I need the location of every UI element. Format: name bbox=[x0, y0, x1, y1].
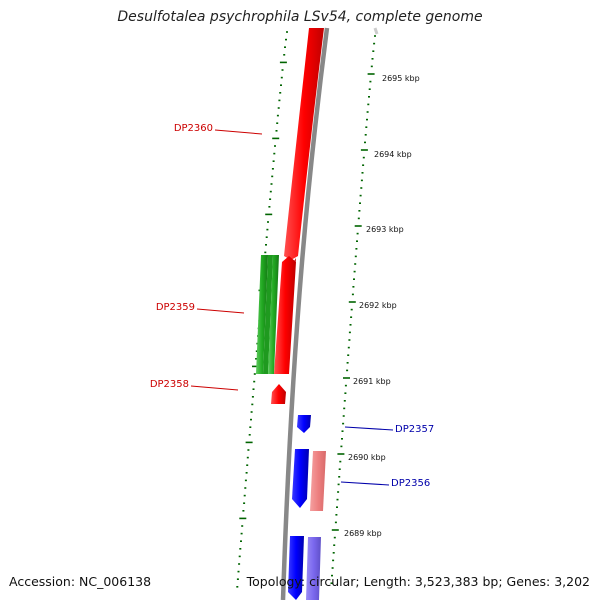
scale-label: 2695 kbp bbox=[382, 74, 420, 83]
gene-label-dp2358[interactable]: DP2358 bbox=[150, 379, 189, 390]
map-title: Desulfotalea psychrophila LSv54, complet… bbox=[117, 9, 483, 25]
gene-feature-dp2359[interactable] bbox=[274, 256, 296, 374]
gene-label-dp2356[interactable]: DP2356 bbox=[391, 478, 430, 489]
gene-feature-dp2357[interactable] bbox=[297, 415, 311, 433]
gene-feature-dp2356[interactable] bbox=[292, 449, 309, 508]
genome-summary-text: Topology: circular; Length: 3,523,383 bp… bbox=[246, 574, 590, 589]
genome-backbone bbox=[280, 27, 330, 600]
gene-label-dp2359[interactable]: DP2359 bbox=[156, 302, 195, 313]
rna-feature bbox=[256, 255, 279, 374]
scale-label: 2689 kbp bbox=[344, 529, 382, 538]
label-connectors bbox=[190, 129, 394, 486]
gene-feature-purple-bottom bbox=[306, 537, 321, 600]
scale-tick-ring bbox=[330, 35, 376, 585]
gene-feature-dp2358[interactable] bbox=[271, 384, 286, 404]
gene-feature-pink bbox=[310, 451, 326, 511]
scale-label: 2691 kbp bbox=[353, 377, 391, 386]
scale-label: 2692 kbp bbox=[359, 301, 397, 310]
scale-label: 2694 kbp bbox=[374, 150, 412, 159]
gene-feature-blue-bottom bbox=[288, 536, 304, 600]
accession-text: Accession: NC_006138 bbox=[9, 574, 152, 589]
reverse-strand-track bbox=[288, 415, 321, 600]
gene-label-dp2357[interactable]: DP2357 bbox=[395, 424, 434, 435]
gene-label-dp2360[interactable]: DP2360 bbox=[174, 123, 213, 134]
scale-label: 2690 kbp bbox=[348, 453, 386, 462]
scale-label: 2693 kbp bbox=[366, 225, 404, 234]
backbone-top-fade bbox=[373, 27, 379, 35]
scale-labels: 2695 kbp 2694 kbp 2693 kbp 2692 kbp 2691… bbox=[344, 74, 420, 538]
forward-strand-track bbox=[271, 28, 326, 511]
gene-feature-dp2360[interactable] bbox=[284, 28, 324, 260]
